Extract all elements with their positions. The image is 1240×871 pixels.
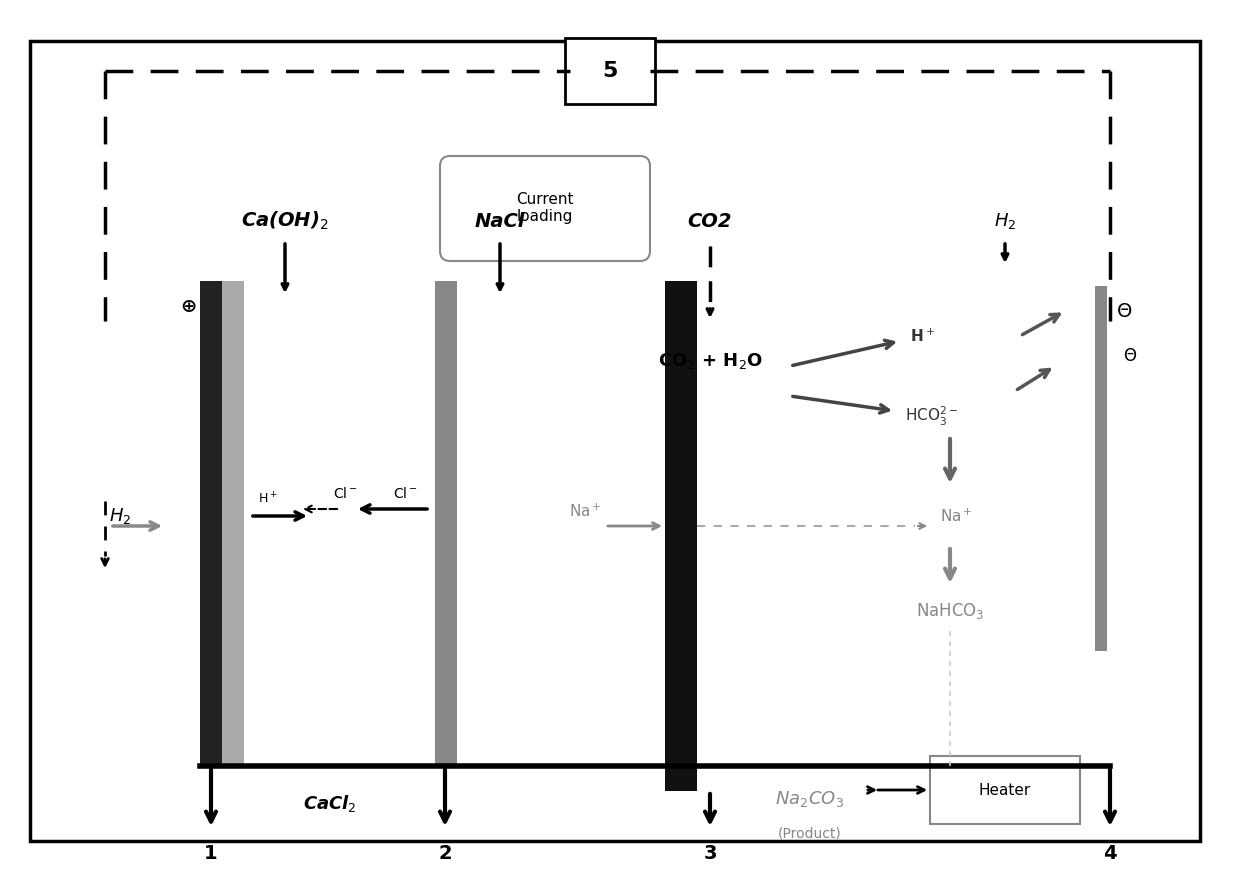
Text: Θ: Θ <box>1117 301 1132 321</box>
Text: (Product): (Product) <box>779 826 842 840</box>
Text: H$_2$: H$_2$ <box>993 211 1017 231</box>
Text: Ca(OH)$_2$: Ca(OH)$_2$ <box>242 210 329 233</box>
Bar <box>222 281 244 766</box>
FancyBboxPatch shape <box>930 756 1080 824</box>
Text: 4: 4 <box>1104 843 1117 862</box>
Text: Na$^+$: Na$^+$ <box>940 507 972 524</box>
Bar <box>435 281 458 766</box>
Text: 1: 1 <box>205 843 218 862</box>
Text: CO2: CO2 <box>688 212 733 231</box>
Text: H$_2$: H$_2$ <box>109 506 131 526</box>
Bar <box>665 281 697 791</box>
FancyBboxPatch shape <box>440 156 650 261</box>
Bar <box>200 281 222 766</box>
Text: Θ: Θ <box>1123 347 1137 365</box>
Text: Cl$^-$: Cl$^-$ <box>332 485 357 501</box>
Text: HCO$_3^{2-}$: HCO$_3^{2-}$ <box>905 404 959 428</box>
Text: Heater: Heater <box>978 782 1032 798</box>
Text: Na$_2$CO$_3$: Na$_2$CO$_3$ <box>775 789 844 809</box>
Text: H$^+$: H$^+$ <box>258 491 278 507</box>
Text: Cl$^-$: Cl$^-$ <box>393 485 418 501</box>
Text: CO$_2$ + H$_2$O: CO$_2$ + H$_2$O <box>657 351 763 371</box>
Text: Na$^+$: Na$^+$ <box>569 503 601 520</box>
Text: Current
loading: Current loading <box>516 192 574 224</box>
Bar <box>1095 286 1107 651</box>
Text: H$^+$: H$^+$ <box>910 327 935 345</box>
Text: CaCl$_2$: CaCl$_2$ <box>303 793 357 814</box>
FancyBboxPatch shape <box>30 41 1200 841</box>
Text: NaHCO$_3$: NaHCO$_3$ <box>916 601 985 621</box>
Text: 5: 5 <box>603 61 618 81</box>
Text: ⊕: ⊕ <box>180 296 196 315</box>
Text: NaCl: NaCl <box>475 212 526 231</box>
Text: 2: 2 <box>438 843 451 862</box>
Text: 3: 3 <box>703 843 717 862</box>
FancyBboxPatch shape <box>565 38 655 104</box>
